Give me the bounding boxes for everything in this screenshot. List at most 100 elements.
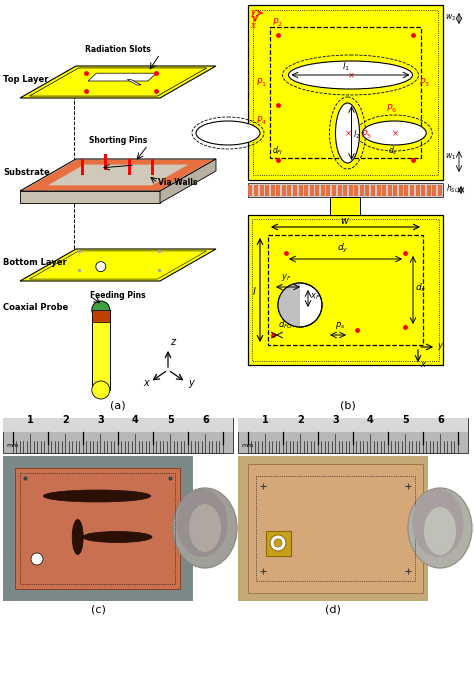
Ellipse shape (336, 103, 359, 163)
Bar (92, 310, 110, 390)
Bar (416, 185, 419, 196)
Text: $y_F$: $y_F$ (281, 272, 292, 283)
Text: 4: 4 (367, 415, 374, 425)
Text: 5: 5 (402, 415, 409, 425)
Ellipse shape (196, 121, 260, 145)
Bar (3, 418, 233, 453)
Text: $x$: $x$ (143, 378, 151, 388)
Text: 5: 5 (167, 415, 174, 425)
Bar (365, 185, 369, 196)
Bar (248, 183, 443, 197)
Text: mm: mm (241, 443, 253, 448)
Ellipse shape (362, 121, 426, 145)
Text: $p_s$: $p_s$ (335, 320, 345, 331)
Text: $w_2$: $w_2$ (445, 12, 456, 22)
Polygon shape (127, 80, 141, 85)
Ellipse shape (189, 504, 221, 552)
Text: $d_y$: $d_y$ (337, 242, 348, 255)
Ellipse shape (44, 490, 151, 502)
Polygon shape (160, 159, 216, 203)
Text: $l_2$: $l_2$ (354, 128, 361, 140)
Text: (c): (c) (91, 605, 105, 615)
Text: 3: 3 (332, 415, 339, 425)
Text: $w_1$: $w_1$ (445, 151, 456, 162)
Bar (321, 185, 325, 196)
Bar (343, 185, 347, 196)
Bar (20, 473, 175, 584)
Polygon shape (88, 73, 156, 81)
Polygon shape (20, 249, 216, 281)
Bar (310, 185, 314, 196)
Bar (410, 185, 414, 196)
Circle shape (92, 301, 110, 319)
Bar (371, 185, 375, 196)
Circle shape (92, 381, 110, 399)
Bar (270, 27, 421, 158)
Text: $x_F$: $x_F$ (310, 291, 320, 301)
Bar (276, 185, 280, 196)
Polygon shape (48, 164, 188, 185)
Text: $y$: $y$ (250, 8, 257, 19)
Bar (248, 5, 443, 180)
Bar (92, 310, 110, 322)
Bar (271, 185, 275, 196)
Text: ×: × (348, 71, 355, 80)
Text: Feeding Pins: Feeding Pins (90, 291, 146, 300)
Bar (260, 185, 264, 196)
Bar (421, 185, 425, 196)
Text: Coaxial Probe: Coaxial Probe (3, 303, 68, 312)
Text: (b): (b) (340, 400, 356, 410)
Text: $d_{FI}$: $d_{FI}$ (272, 144, 283, 157)
Text: $l$: $l$ (252, 285, 256, 297)
Text: ×: × (345, 129, 352, 138)
Text: 2: 2 (62, 415, 69, 425)
Polygon shape (20, 191, 160, 203)
Polygon shape (104, 154, 108, 170)
Ellipse shape (424, 507, 456, 555)
Bar (288, 185, 292, 196)
Bar (399, 185, 403, 196)
Bar (15, 468, 180, 589)
Text: Radiation Slots: Radiation Slots (85, 45, 151, 54)
Text: $d_s$: $d_s$ (388, 144, 398, 157)
Text: $h_{SUB}$: $h_{SUB}$ (446, 182, 464, 194)
Text: ×: × (392, 129, 399, 138)
Text: 6: 6 (202, 415, 209, 425)
Text: mm: mm (6, 443, 18, 448)
Bar (238, 418, 468, 432)
Text: 4: 4 (132, 415, 139, 425)
Bar (238, 456, 428, 601)
Text: Via Walls: Via Walls (158, 178, 197, 187)
Polygon shape (152, 159, 155, 175)
Ellipse shape (412, 489, 464, 557)
Bar (266, 531, 291, 556)
Bar (438, 185, 442, 196)
Bar (349, 185, 353, 196)
Ellipse shape (176, 489, 228, 557)
Polygon shape (128, 159, 131, 175)
Bar (254, 185, 258, 196)
Text: $x$: $x$ (420, 360, 427, 369)
Circle shape (31, 553, 43, 565)
Bar (253, 10, 438, 175)
Text: Substrate: Substrate (3, 168, 50, 177)
Ellipse shape (289, 61, 412, 89)
Bar (248, 464, 423, 593)
Text: $z$: $z$ (170, 337, 177, 347)
Text: $P_1$: $P_1$ (256, 76, 267, 89)
Text: $P_2$: $P_2$ (272, 16, 283, 28)
Text: Top Layer: Top Layer (3, 75, 48, 84)
Bar (299, 185, 302, 196)
Text: (d): (d) (325, 605, 341, 615)
Ellipse shape (72, 520, 83, 555)
Bar (265, 185, 269, 196)
Bar (293, 185, 297, 196)
Bar (304, 185, 308, 196)
Polygon shape (82, 159, 84, 175)
Text: $d_{FO}$: $d_{FO}$ (278, 318, 293, 330)
Bar (330, 197, 360, 215)
Polygon shape (20, 159, 216, 191)
Bar (3, 456, 193, 601)
Text: 2: 2 (297, 415, 304, 425)
Bar (337, 185, 342, 196)
